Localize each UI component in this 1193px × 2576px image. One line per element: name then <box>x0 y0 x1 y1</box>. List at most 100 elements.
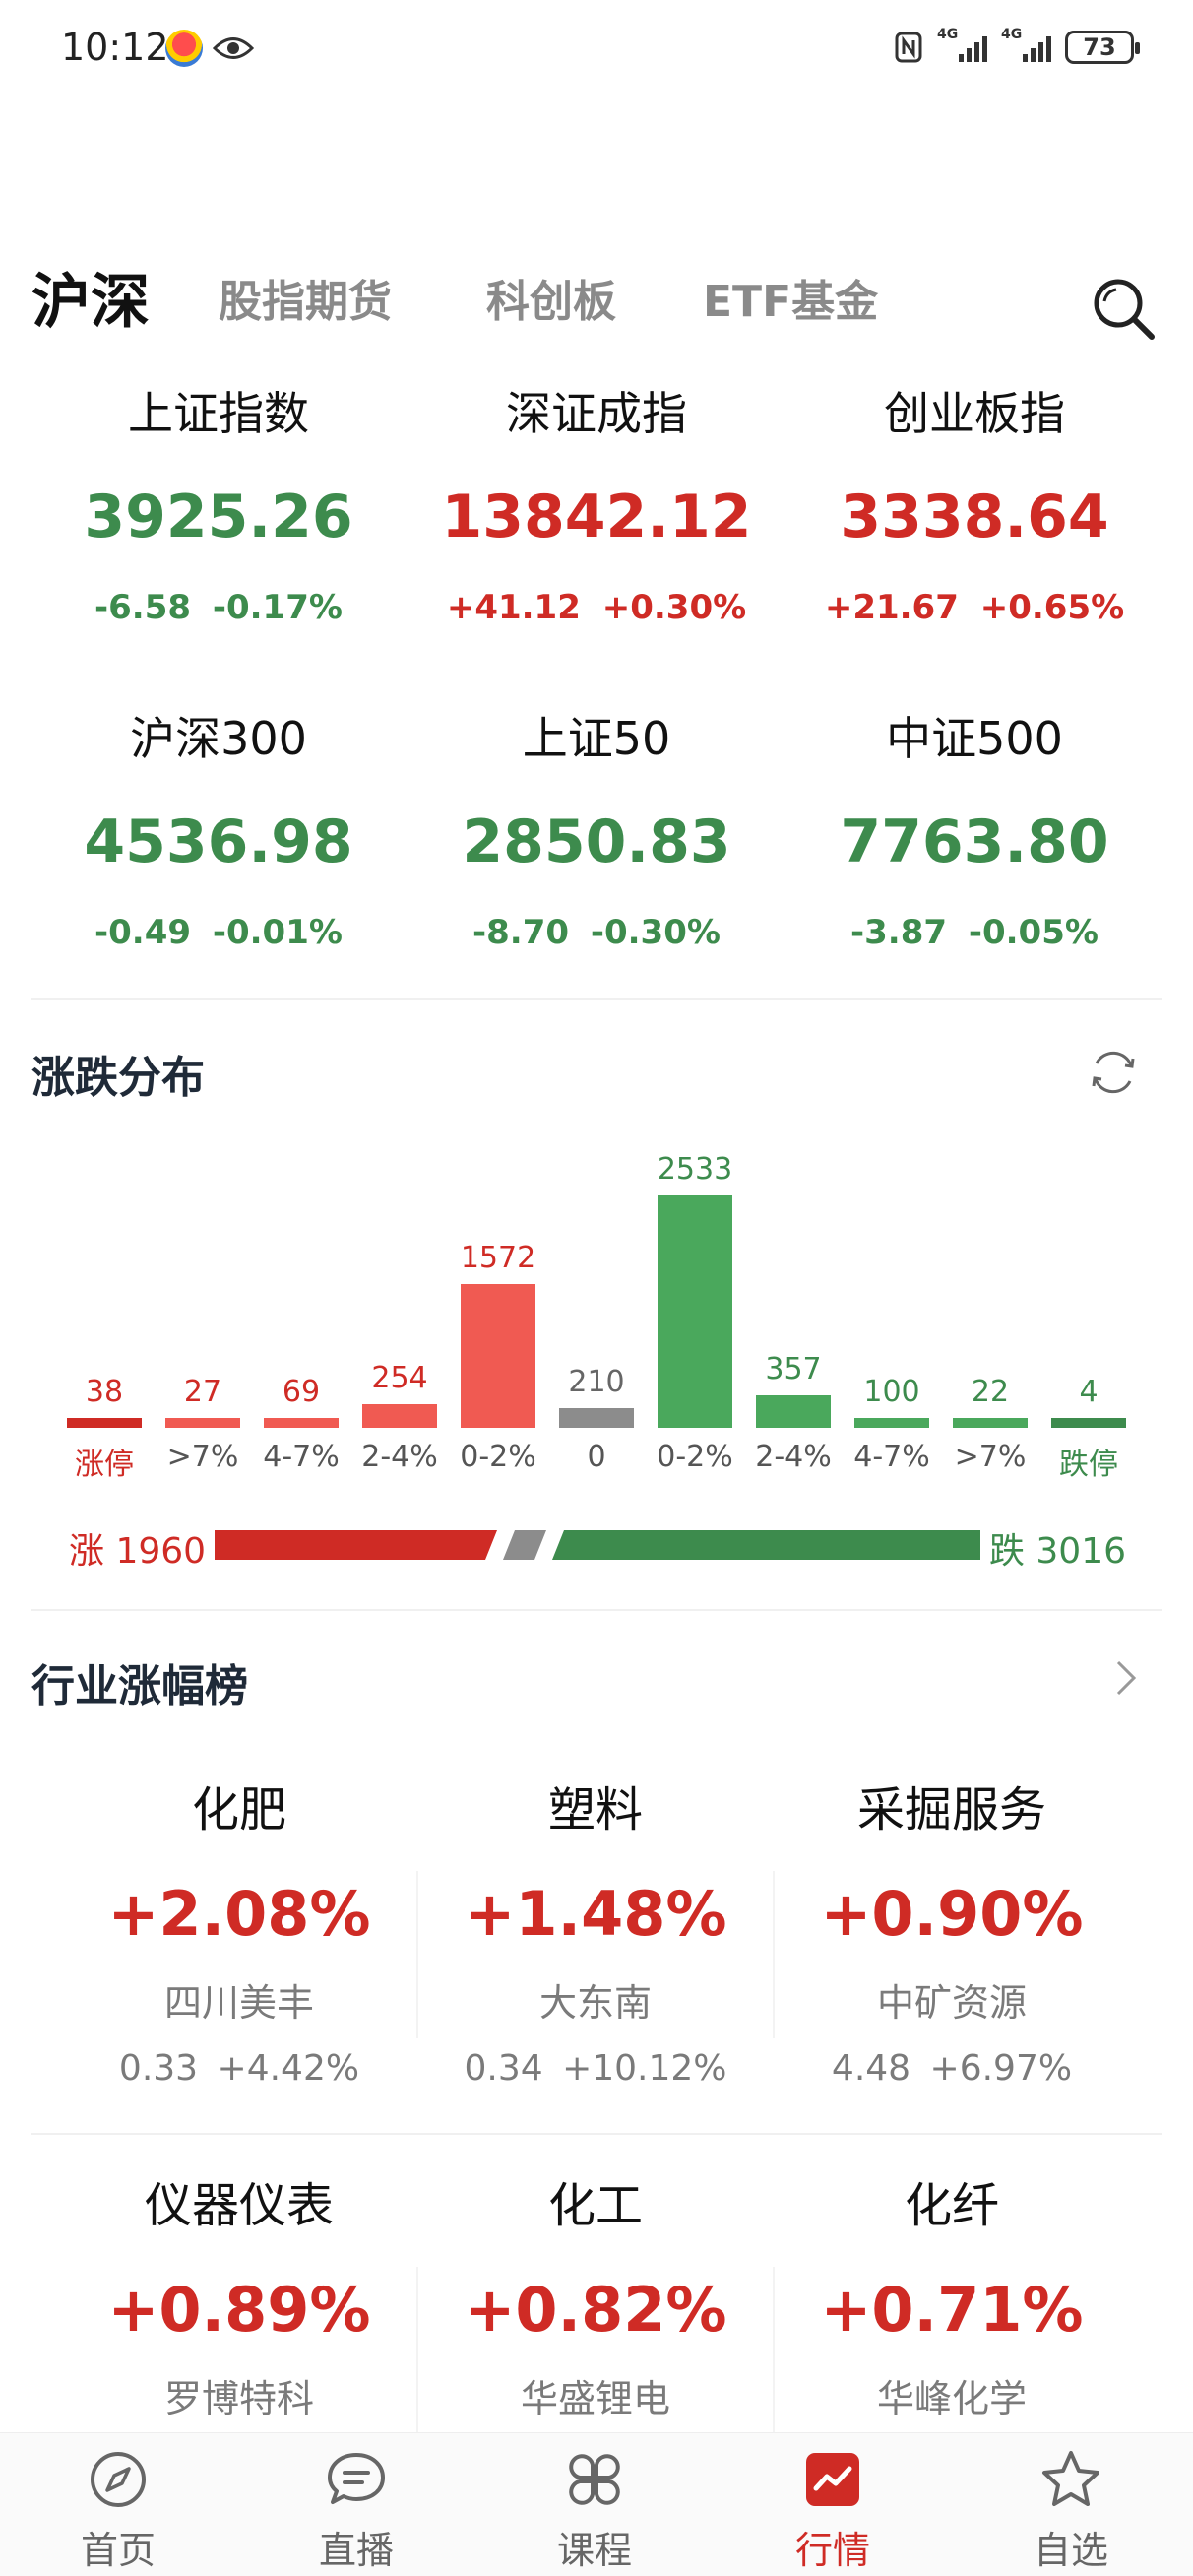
leading-stock-name: 华盛锂电 <box>520 2377 670 2420</box>
divider <box>31 2133 1162 2135</box>
chevron-right-icon[interactable] <box>1106 1654 1146 1702</box>
index-value: 4536.98 <box>84 807 353 876</box>
grid-petals-icon <box>569 2454 620 2505</box>
nav-courses[interactable]: 课程 <box>516 2447 673 2574</box>
industry-name: 化肥 <box>191 1782 286 1837</box>
column-divider <box>773 2267 775 2434</box>
index-card-szse[interactable]: 深证成指 13842.12 +41.12 +0.30% <box>398 384 795 628</box>
industry-name: 塑料 <box>547 1782 643 1837</box>
battery-level: 73 <box>1083 33 1116 61</box>
index-value: 13842.12 <box>441 483 752 551</box>
search-icon[interactable] <box>1089 274 1158 343</box>
index-name: 上证指数 <box>128 387 309 440</box>
dist-label-6: 0-2% <box>657 1440 733 1474</box>
nav-label: 自选 <box>1033 2529 1108 2572</box>
industry-card[interactable]: 仪器仪表 +0.89% 罗博特科 <box>61 2176 417 2422</box>
industry-name: 采掘服务 <box>856 1782 1046 1837</box>
battery-icon: 73 <box>1065 31 1140 64</box>
flat-ratio-bar <box>503 1530 546 1560</box>
dist-label-7: 2-4% <box>755 1440 832 1474</box>
divider <box>31 998 1162 1000</box>
dist-count-6: 2533 <box>657 1152 733 1187</box>
dist-label-8: 4-7% <box>853 1440 930 1474</box>
divider <box>31 1609 1162 1611</box>
index-card-chinext[interactable]: 创业板指 3338.64 +21.67 +0.65% <box>776 384 1173 628</box>
dist-bar-1 <box>165 1418 240 1428</box>
industry-pct: +0.82% <box>464 2274 727 2346</box>
dist-count-8: 100 <box>863 1375 920 1409</box>
dist-bar-9 <box>953 1418 1028 1428</box>
tab-star-market[interactable]: 科创板 <box>486 277 616 327</box>
signal-icon: 4G <box>937 27 987 62</box>
industry-pct: +1.48% <box>464 1878 727 1950</box>
industry-pct: +2.08% <box>107 1878 371 1950</box>
tab-index-futures[interactable]: 股指期货 <box>219 277 392 327</box>
index-change: +41.12 +0.30% <box>446 588 747 627</box>
nav-live[interactable]: 直播 <box>278 2447 435 2574</box>
nav-market[interactable]: 行情 <box>754 2447 911 2574</box>
dist-label-4: 0-2% <box>460 1440 536 1474</box>
index-change: +21.67 +0.65% <box>824 588 1125 627</box>
nav-watchlist[interactable]: 自选 <box>992 2447 1150 2574</box>
dist-bar-2 <box>264 1418 339 1428</box>
industry-card[interactable]: 化纤 +0.71% 华峰化学 <box>774 2176 1130 2422</box>
index-name: 沪深300 <box>130 712 307 765</box>
dist-bar-8 <box>854 1418 929 1428</box>
index-card-sse[interactable]: 上证指数 3925.26 -6.58 -0.17% <box>20 384 417 628</box>
trend-chart-icon <box>806 2453 859 2506</box>
index-change: -3.87 -0.05% <box>850 913 1099 952</box>
index-card-sse50[interactable]: 上证50 2850.83 -8.70 -0.30% <box>398 709 795 953</box>
star-icon <box>1042 2451 1099 2506</box>
status-indicators: 4G 4G 73 <box>894 27 1140 67</box>
industry-pct: +0.90% <box>820 1878 1084 1950</box>
dist-label-10: 跌停 <box>1059 1448 1118 1482</box>
dist-label-1: >7% <box>166 1440 239 1474</box>
index-card-csi300[interactable]: 沪深300 4536.98 -0.49 -0.01% <box>20 709 417 953</box>
nav-label: 课程 <box>556 2529 632 2572</box>
industry-name: 化纤 <box>904 2178 999 2233</box>
index-card-csi500[interactable]: 中证500 7763.80 -3.87 -0.05% <box>776 709 1173 953</box>
dist-bar-0 <box>67 1418 142 1428</box>
dist-count-3: 254 <box>371 1361 428 1395</box>
leading-stock-name: 中矿资源 <box>876 1981 1027 2025</box>
tab-hushen[interactable]: 沪深 <box>31 268 150 337</box>
dist-label-0: 涨停 <box>75 1448 134 1482</box>
industry-card[interactable]: 化工 +0.82% 华盛锂电 <box>417 2176 774 2422</box>
nav-home[interactable]: 首页 <box>39 2447 197 2574</box>
index-value: 2850.83 <box>462 807 731 876</box>
dist-label-9: >7% <box>954 1440 1027 1474</box>
column-divider <box>416 1871 418 2038</box>
industry-card[interactable]: 化肥 +2.08% 四川美丰 0.33 +4.42% <box>61 1780 417 2092</box>
down-ratio-bar <box>552 1530 980 1560</box>
index-name: 上证50 <box>522 712 671 765</box>
industry-card[interactable]: 塑料 +1.48% 大东南 0.34 +10.12% <box>417 1780 774 2092</box>
industry-title: 行业涨幅榜 <box>31 1661 248 1711</box>
leading-stock-quote: 4.48 +6.97% <box>831 2048 1073 2089</box>
up-ratio-bar <box>215 1530 497 1560</box>
dist-bar-3 <box>362 1404 437 1428</box>
chat-bubble-icon <box>328 2453 385 2504</box>
column-divider <box>416 2267 418 2434</box>
dist-bar-6 <box>658 1195 732 1428</box>
dist-count-0: 38 <box>85 1375 124 1409</box>
tab-etf[interactable]: ETF基金 <box>703 277 879 327</box>
industry-name: 化工 <box>547 2178 643 2233</box>
industry-card[interactable]: 采掘服务 +0.90% 中矿资源 4.48 +6.97% <box>774 1780 1130 2092</box>
dist-count-5: 210 <box>568 1365 625 1399</box>
up-down-balance: 涨 1960 跌 3016 <box>0 1516 1193 1576</box>
column-divider <box>773 1871 775 2038</box>
up-total-label: 涨 1960 <box>69 1531 207 1572</box>
signal-icon-2: 4G <box>1001 27 1051 62</box>
bottom-nav: 首页 直播 课程 行情 自选 <box>0 2432 1193 2576</box>
leading-stock-name: 罗博特科 <box>163 2377 314 2420</box>
status-time: 10:12 <box>61 26 169 69</box>
dist-count-2: 69 <box>282 1375 321 1409</box>
industry-pct: +0.89% <box>107 2274 371 2346</box>
app-notification-icon <box>165 30 203 67</box>
refresh-icon[interactable] <box>1087 1046 1140 1099</box>
dist-bar-5 <box>559 1408 634 1428</box>
index-value: 3925.26 <box>84 483 353 551</box>
eye-icon <box>213 37 254 59</box>
index-value: 7763.80 <box>840 807 1109 876</box>
nfc-icon <box>895 32 922 63</box>
